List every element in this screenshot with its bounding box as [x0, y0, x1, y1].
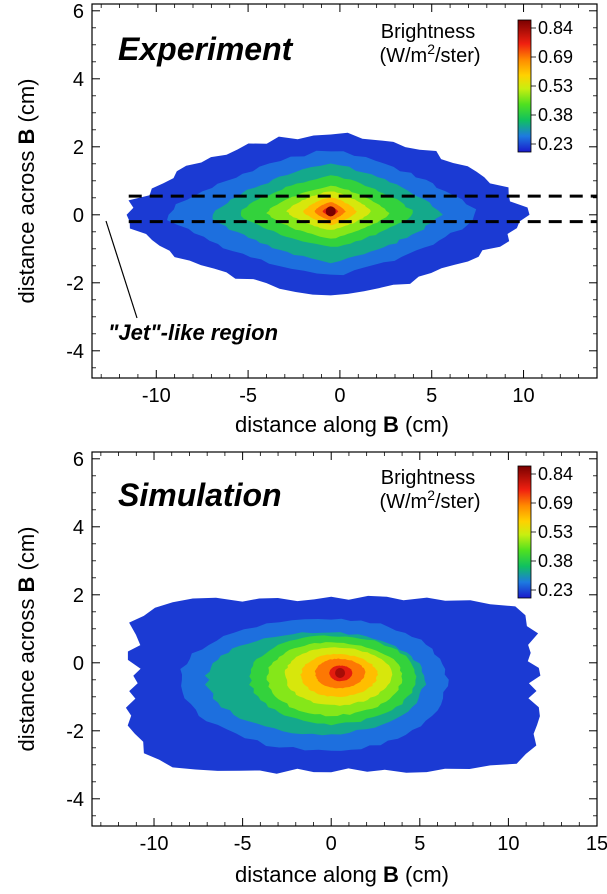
y-tick-label: 0: [73, 205, 84, 227]
colorbar-label: 0.53: [538, 522, 573, 542]
y-axis-label: distance across B (cm): [14, 79, 39, 304]
x-tick-label: 5: [414, 833, 425, 855]
colorbar: Brightness (W/m2/ster) 0.840.690.530.380…: [379, 464, 573, 600]
colorbar-title-line2: (W/m2/ster): [379, 41, 480, 67]
y-tick-label: 2: [73, 137, 84, 159]
x-tick-label: 15: [586, 833, 607, 855]
colorbar: Brightness (W/m2/ster) 0.840.690.530.380…: [379, 18, 573, 154]
colorbar-labels: 0.84 0.69 0.53 0.38 0.23: [531, 18, 573, 154]
colorbar-label: 0.69: [538, 493, 573, 513]
y-tick-label: -4: [66, 341, 84, 363]
x-tick-label: -5: [239, 385, 257, 407]
y-tick-label: 6: [73, 449, 84, 471]
x-tick-label: 0: [334, 385, 345, 407]
y-axis-label: distance across B (cm): [14, 527, 39, 752]
colorbar-label: 0.84: [538, 464, 573, 484]
colorbar-title-line1: Brightness: [381, 21, 476, 43]
plot-frame: [91, 451, 598, 827]
y-axis-ticks: -4 -2 0 2 4 6: [66, 449, 597, 817]
x-tick-label: 10: [512, 385, 534, 407]
y-tick-label: 4: [73, 69, 84, 91]
y-tick-label: -2: [66, 721, 84, 743]
panel-experiment: -10 -5 0 5 10 -4 -2 0 2 4 6 Experiment distance a…: [14, 1, 598, 437]
x-tick-label: -10: [142, 385, 171, 407]
colorbar-label: 0.23: [538, 580, 573, 600]
x-tick-label: 5: [426, 385, 437, 407]
plot-area-experiment: [126, 132, 530, 296]
x-tick-label: 10: [497, 833, 519, 855]
plot-area-simulation: [125, 595, 541, 774]
y-tick-label: -2: [66, 273, 84, 295]
y-tick-label: 0: [73, 653, 84, 675]
colorbar-gradient: [517, 19, 532, 153]
colorbar-label: 0.38: [538, 105, 573, 125]
jet-region-dashed-lines: [128, 194, 597, 224]
colorbar-title-line1: Brightness: [381, 467, 476, 489]
y-tick-label: 6: [73, 1, 84, 23]
y-tick-label: 4: [73, 517, 84, 539]
y-tick-label: 2: [73, 585, 84, 607]
colorbar-label: 0.53: [538, 76, 573, 96]
plot-frame: [91, 3, 598, 379]
x-tick-label: -5: [234, 833, 252, 855]
x-axis-ticks: -10 -5 0 5 10: [100, 4, 598, 407]
peak-core: [335, 668, 346, 678]
peak-core: [325, 206, 336, 217]
y-axis-ticks: -4 -2 0 2 4 6: [66, 1, 597, 369]
panel-title: Simulation: [118, 477, 282, 513]
x-axis-ticks: -10 -5 0 5 10 15: [100, 452, 607, 855]
colorbar-labels: 0.84 0.69 0.53 0.38 0.23: [531, 464, 573, 600]
x-tick-label: -10: [140, 833, 169, 855]
panel-title: Experiment: [118, 31, 294, 67]
colorbar-label: 0.69: [538, 47, 573, 67]
colorbar-label: 0.38: [538, 551, 573, 571]
annotation-jet-like-region: "Jet"-like region: [108, 320, 278, 345]
colorbar-label: 0.23: [538, 134, 573, 154]
y-tick-label: -4: [66, 789, 84, 811]
colorbar-label: 0.84: [538, 18, 573, 38]
x-axis-label: distance along B (cm): [235, 862, 449, 887]
x-tick-label: 0: [326, 833, 337, 855]
annotation-arrow: [105, 220, 138, 319]
x-axis-label: distance along B (cm): [235, 412, 449, 437]
panel-simulation: -10 -5 0 5 10 15 -4 -2 0 2 4 6 Simulation distance…: [14, 449, 607, 887]
colorbar-gradient: [517, 465, 532, 599]
colorbar-title-line2: (W/m2/ster): [379, 487, 480, 513]
